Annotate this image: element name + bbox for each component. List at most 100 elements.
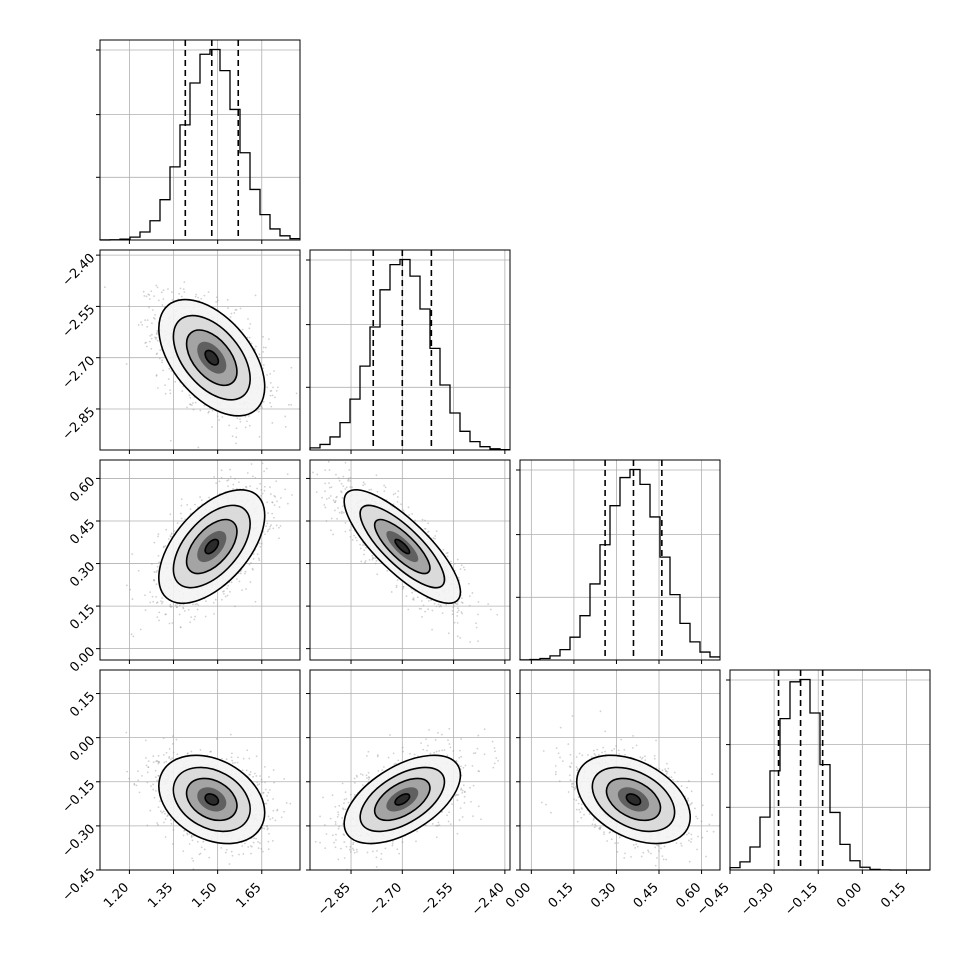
sample-point bbox=[167, 288, 169, 290]
sample-point bbox=[355, 539, 358, 542]
sample-point bbox=[152, 600, 155, 603]
sample-point bbox=[178, 613, 181, 616]
sample-point bbox=[169, 513, 172, 516]
sample-point bbox=[179, 626, 182, 628]
sample-point bbox=[248, 563, 251, 566]
sample-point bbox=[271, 512, 274, 515]
sample-point bbox=[208, 496, 210, 499]
sample-point bbox=[149, 809, 152, 812]
sample-point bbox=[273, 370, 275, 372]
sample-point bbox=[170, 291, 173, 294]
sample-point bbox=[248, 327, 251, 330]
sample-point bbox=[315, 457, 317, 459]
sample-point bbox=[461, 612, 464, 615]
sample-point bbox=[149, 591, 152, 593]
sample-point bbox=[475, 626, 478, 629]
sample-point bbox=[235, 427, 238, 430]
sample-point bbox=[270, 405, 273, 408]
sample-point bbox=[234, 477, 236, 480]
sample-point bbox=[168, 755, 171, 758]
sample-point bbox=[153, 318, 156, 320]
sample-point bbox=[227, 479, 230, 481]
sample-point bbox=[162, 546, 165, 549]
sample-point bbox=[145, 345, 148, 348]
sample-point bbox=[147, 293, 150, 296]
sample-point bbox=[353, 534, 355, 537]
sample-point bbox=[241, 589, 243, 592]
sample-point bbox=[276, 386, 279, 389]
sample-point bbox=[260, 405, 262, 408]
sample-point bbox=[156, 330, 159, 332]
sample-point bbox=[455, 602, 458, 605]
sample-point bbox=[194, 401, 197, 404]
sample-point bbox=[272, 386, 274, 389]
sample-point bbox=[156, 332, 158, 334]
sample-point bbox=[274, 495, 277, 498]
sample-point bbox=[195, 293, 198, 296]
sample-point bbox=[145, 295, 148, 298]
sample-point bbox=[154, 314, 156, 316]
sample-point bbox=[235, 308, 238, 311]
sample-point bbox=[290, 366, 293, 369]
sample-point bbox=[169, 605, 171, 608]
sample-point bbox=[445, 552, 448, 555]
sample-point bbox=[220, 598, 223, 601]
sample-point bbox=[477, 613, 479, 616]
sample-point bbox=[280, 497, 282, 499]
sample-point bbox=[371, 554, 374, 557]
sample-point bbox=[213, 612, 215, 615]
sample-point bbox=[363, 549, 366, 552]
sample-point bbox=[431, 628, 433, 631]
sample-point bbox=[216, 299, 219, 302]
sample-point bbox=[239, 572, 242, 575]
sample-point bbox=[231, 759, 234, 762]
sample-point bbox=[271, 817, 274, 819]
sample-point bbox=[140, 321, 142, 324]
sample-point bbox=[256, 553, 259, 556]
sample-point bbox=[312, 471, 314, 474]
sample-point bbox=[214, 598, 217, 601]
sample-point bbox=[254, 477, 257, 479]
sample-point bbox=[420, 607, 422, 610]
sample-point bbox=[125, 363, 128, 365]
sample-point bbox=[279, 525, 282, 527]
sample-point bbox=[341, 505, 344, 508]
sample-point bbox=[271, 501, 273, 504]
sample-point bbox=[237, 756, 239, 759]
sample-point bbox=[168, 748, 171, 750]
sample-point bbox=[365, 546, 367, 549]
sample-point bbox=[284, 415, 287, 418]
sample-point bbox=[390, 591, 393, 593]
sample-point bbox=[416, 596, 419, 599]
sample-point bbox=[359, 547, 362, 550]
sample-point bbox=[461, 597, 463, 600]
sample-point bbox=[255, 755, 258, 758]
sample-point bbox=[229, 475, 232, 478]
sample-point bbox=[434, 535, 437, 537]
sample-point bbox=[246, 456, 248, 458]
sample-point bbox=[171, 743, 174, 745]
sample-point bbox=[151, 309, 154, 311]
sample-point bbox=[456, 615, 459, 617]
sample-point bbox=[155, 374, 158, 376]
sample-point bbox=[200, 499, 203, 501]
sample-point bbox=[344, 488, 347, 490]
sample-point bbox=[128, 305, 130, 308]
sample-point bbox=[246, 472, 249, 474]
sample-point bbox=[446, 555, 449, 558]
sample-point bbox=[266, 522, 269, 525]
sample-point bbox=[244, 485, 247, 488]
sample-point bbox=[451, 609, 454, 612]
sample-point bbox=[169, 758, 172, 761]
sample-point bbox=[231, 435, 234, 438]
sample-point bbox=[190, 616, 193, 619]
sample-point bbox=[195, 602, 198, 605]
sample-point bbox=[413, 598, 415, 601]
sample-point bbox=[342, 511, 345, 514]
sample-point bbox=[152, 579, 155, 581]
sample-point bbox=[375, 474, 378, 477]
sample-point bbox=[272, 527, 275, 530]
sample-point bbox=[156, 822, 159, 824]
sample-point bbox=[259, 482, 262, 485]
sample-point bbox=[182, 834, 185, 837]
